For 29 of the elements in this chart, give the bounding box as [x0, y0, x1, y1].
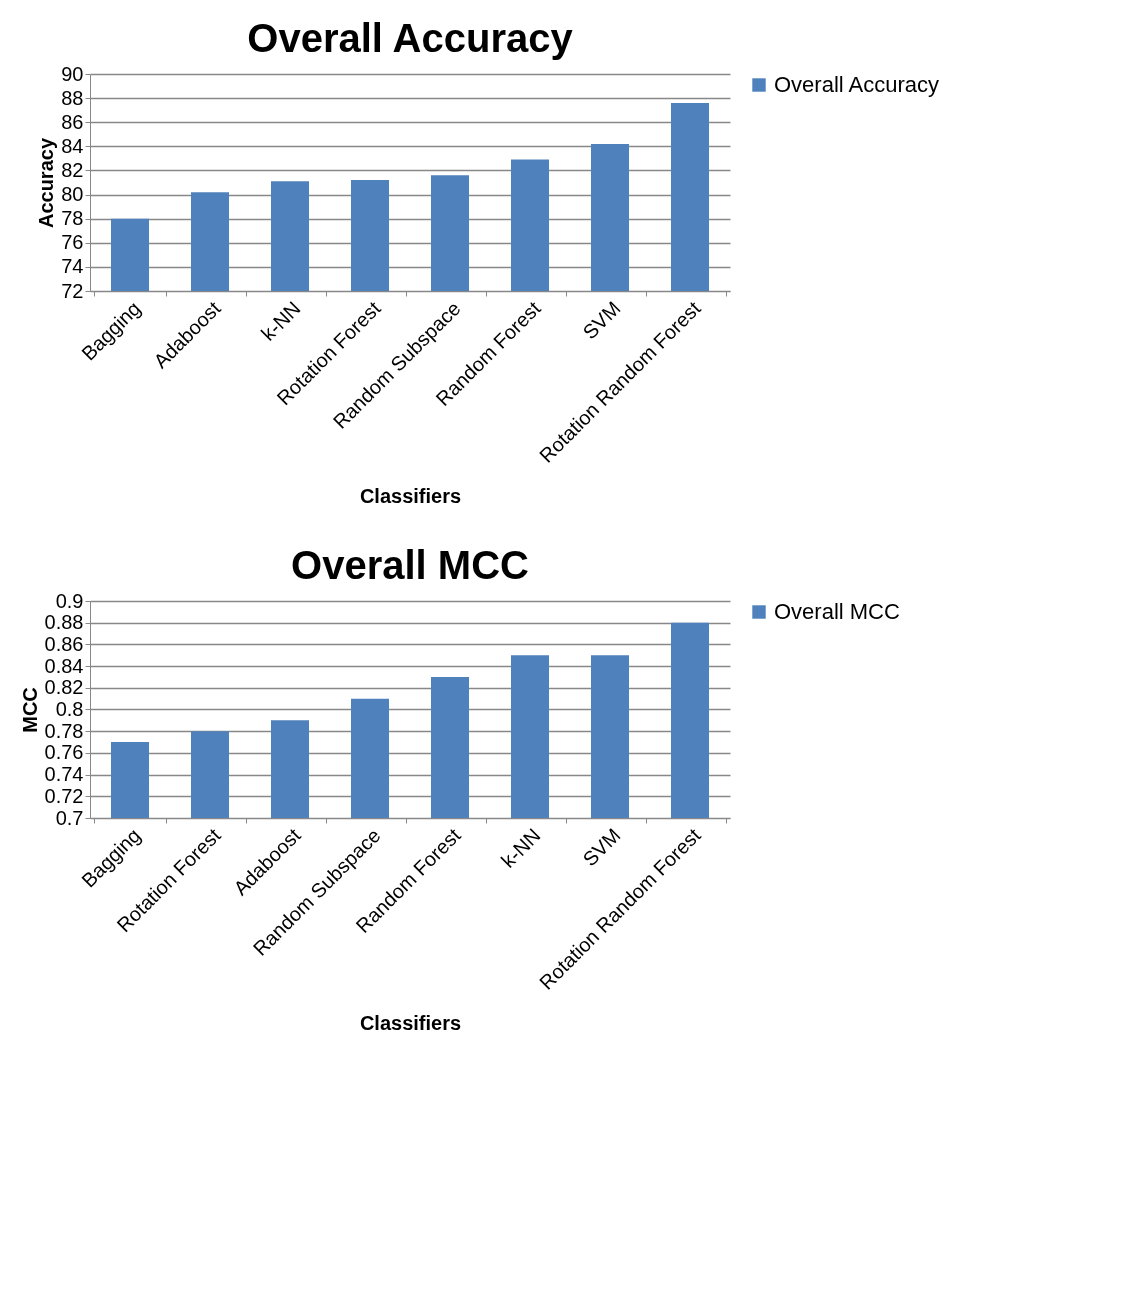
y-tick-label: 0.88 — [44, 611, 84, 634]
y-tick-label: 86 — [61, 110, 84, 133]
y-tick-label: 0.78 — [44, 719, 84, 742]
x-axis-title: Classifiers — [359, 484, 462, 507]
y-tick-label: 90 — [61, 62, 84, 85]
y-tick-label: 72 — [61, 279, 84, 302]
y-tick-label: 88 — [61, 86, 84, 109]
y-tick-label: 84 — [61, 134, 84, 157]
y-tick-label: 74 — [61, 255, 84, 278]
legend-label: Overall MCC — [774, 599, 901, 624]
y-tick-label: 0.76 — [44, 741, 84, 764]
y-tick-label: 0.9 — [55, 589, 84, 612]
y-tick-label: 76 — [61, 231, 84, 254]
y-tick-label: 0.74 — [44, 763, 84, 786]
y-tick-label: 78 — [61, 207, 84, 230]
y-tick-label: 0.8 — [55, 698, 84, 720]
y-tick-label: 0.7 — [55, 806, 84, 829]
y-axis-title: MCC — [18, 687, 41, 733]
y-tick-label: 0.84 — [44, 654, 84, 677]
y-tick-label: 0.86 — [44, 632, 84, 655]
y-tick-label: 0.72 — [44, 784, 84, 807]
y-axis-title: Accuracy — [35, 137, 58, 229]
legend-label: Overall Accuracy — [774, 72, 940, 97]
y-tick-label: 82 — [61, 158, 84, 181]
chart-title: Overall MCC — [291, 543, 529, 587]
y-tick-label: 80 — [61, 183, 84, 206]
y-tick-label: 0.82 — [44, 676, 84, 699]
chart-title: Overall Accuracy — [247, 16, 574, 60]
x-axis-title: Classifiers — [359, 1011, 462, 1034]
